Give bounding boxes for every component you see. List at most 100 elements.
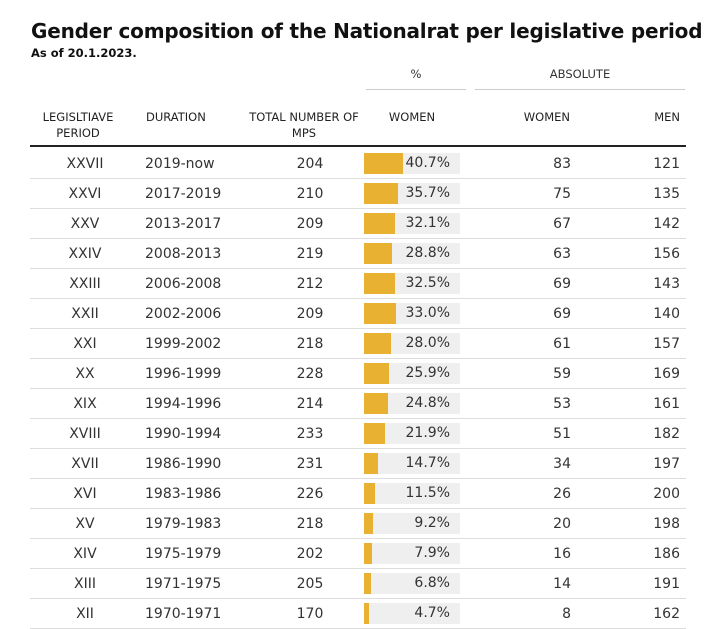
cell-duration: 2002-2006 (145, 306, 222, 322)
bar-women-percent (364, 273, 395, 294)
cell-women-count: 16 (553, 546, 571, 562)
cell-men-count: 157 (653, 336, 680, 352)
cell-period: XVIII (69, 426, 101, 442)
cell-period: XXIII (69, 276, 101, 292)
cell-period: XXVI (68, 186, 102, 202)
bar-track: 6.8% (364, 573, 460, 594)
bar-label: 35.7% (405, 185, 450, 201)
table-row: XXVI 2017-2019 210 35.7% 75 135 (30, 179, 686, 209)
cell-men-count: 121 (653, 156, 680, 172)
cell-total-mps: 233 (296, 426, 324, 442)
bar-track: 11.5% (364, 483, 460, 504)
table-row: XIX 1994-1996 214 24.8% 53 161 (30, 389, 686, 419)
bar-women-percent (364, 543, 372, 564)
cell-period: XXII (71, 306, 99, 322)
bar-label: 6.8% (414, 575, 450, 591)
cell-women-count: 34 (553, 456, 571, 472)
header-duration: DURATION (146, 110, 206, 124)
cell-women-count: 75 (553, 186, 571, 202)
bar-label: 32.5% (405, 275, 450, 291)
bar-track: 32.5% (364, 273, 460, 294)
cell-total-mps: 204 (296, 156, 324, 172)
cell-duration: 2019-now (145, 156, 215, 172)
bar-women-percent (364, 153, 403, 174)
bar-track: 28.0% (364, 333, 460, 354)
table-row: XII 1970-1971 170 4.7% 8 162 (30, 599, 686, 629)
cell-women-count: 67 (553, 216, 571, 232)
bar-label: 32.1% (405, 215, 450, 231)
table-row: XXIV 2008-2013 219 28.8% 63 156 (30, 239, 686, 269)
cell-men-count: 135 (653, 186, 680, 202)
bar-women-percent (364, 513, 373, 534)
bar-women-percent (364, 423, 385, 444)
cell-women-count: 61 (553, 336, 571, 352)
cell-total-mps: 218 (296, 516, 324, 532)
cell-period: XX (75, 366, 95, 382)
cell-men-count: 186 (653, 546, 680, 562)
header-percent-women: WOMEN (388, 110, 436, 124)
cell-women-count: 69 (553, 276, 571, 292)
cell-duration: 2008-2013 (145, 246, 222, 262)
cell-duration: 1994-1996 (145, 396, 222, 412)
bar-women-percent (364, 183, 398, 204)
cell-men-count: 191 (653, 576, 680, 592)
cell-women-count: 53 (553, 396, 571, 412)
bar-track: 4.7% (364, 603, 460, 624)
bar-label: 21.9% (405, 425, 450, 441)
table-row: XX 1996-1999 228 25.9% 59 169 (30, 359, 686, 389)
cell-women-count: 59 (553, 366, 571, 382)
bar-women-percent (364, 573, 371, 594)
cell-period: XXIV (68, 246, 102, 262)
bar-label: 40.7% (405, 155, 450, 171)
bar-track: 24.8% (364, 393, 460, 414)
bar-women-percent (364, 363, 389, 384)
cell-period: XIV (73, 546, 97, 562)
cell-total-mps: 210 (296, 186, 324, 202)
bar-women-percent (364, 453, 378, 474)
bar-label: 11.5% (405, 485, 450, 501)
cell-duration: 1975-1979 (145, 546, 222, 562)
table-row: XVI 1983-1986 226 11.5% 26 200 (30, 479, 686, 509)
header-absolute-men: MEN (654, 110, 680, 124)
cell-total-mps: 219 (296, 246, 324, 262)
cell-total-mps: 226 (296, 486, 324, 502)
cell-period: XXVII (66, 156, 104, 172)
cell-period: XV (75, 516, 95, 532)
chart-title: Gender composition of the Nationalrat pe… (31, 19, 703, 43)
header-absolute-women: WOMEN (523, 110, 570, 124)
header-rule (30, 145, 686, 147)
bar-track: 21.9% (364, 423, 460, 444)
cell-men-count: 200 (653, 486, 680, 502)
cell-total-mps: 218 (296, 336, 324, 352)
bar-track: 28.8% (364, 243, 460, 264)
cell-women-count: 26 (553, 486, 571, 502)
cell-women-count: 8 (562, 606, 571, 622)
cell-period: XIX (73, 396, 97, 412)
cell-duration: 1999-2002 (145, 336, 222, 352)
cell-duration: 2013-2017 (145, 216, 222, 232)
cell-total-mps: 209 (296, 216, 324, 232)
bar-label: 28.0% (405, 335, 450, 351)
cell-duration: 2017-2019 (145, 186, 222, 202)
cell-women-count: 69 (553, 306, 571, 322)
cell-period: XVI (73, 486, 97, 502)
cell-period: XVII (71, 456, 99, 472)
bar-track: 32.1% (364, 213, 460, 234)
bar-label: 4.7% (414, 605, 450, 621)
bar-label: 33.0% (405, 305, 450, 321)
bar-track: 40.7% (364, 153, 460, 174)
bar-women-percent (364, 393, 388, 414)
cell-total-mps: 212 (296, 276, 324, 292)
bar-women-percent (364, 483, 375, 504)
cell-total-mps: 209 (296, 306, 324, 322)
table-row: XXV 2013-2017 209 32.1% 67 142 (30, 209, 686, 239)
cell-women-count: 14 (553, 576, 571, 592)
table-row: XXII 2002-2006 209 33.0% 69 140 (30, 299, 686, 329)
table-row: XIV 1975-1979 202 7.9% 16 186 (30, 539, 686, 569)
group-header-absolute: ABSOLUTE (549, 67, 611, 81)
cell-total-mps: 228 (296, 366, 324, 382)
cell-men-count: 169 (653, 366, 680, 382)
cell-men-count: 161 (653, 396, 680, 412)
group-divider-percent (366, 89, 466, 90)
cell-men-count: 198 (653, 516, 680, 532)
